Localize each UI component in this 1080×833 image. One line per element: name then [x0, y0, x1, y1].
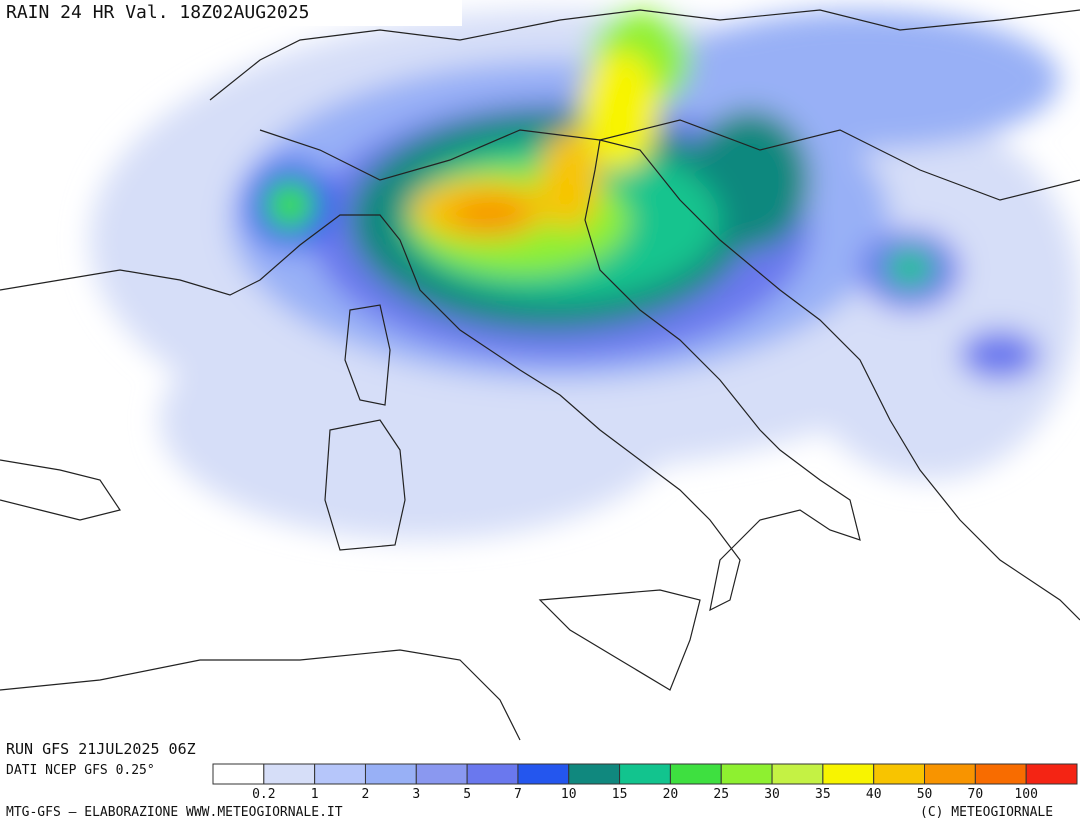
- legend-swatch: [517, 763, 570, 785]
- title-box: [0, 0, 462, 26]
- legend-swatch: [873, 763, 926, 785]
- legend-swatch: [1025, 763, 1078, 785]
- legend-swatch: [568, 763, 621, 785]
- legend-swatch: [924, 763, 976, 785]
- legend-swatch: [974, 763, 1027, 785]
- legend-label: 1: [311, 787, 319, 802]
- legend-swatch: [263, 763, 316, 785]
- legend-label: 40: [866, 787, 882, 802]
- legend-swatch: [466, 763, 519, 785]
- credit: MTG-GFS – ELABORAZIONE WWW.METEOGIORNALE…: [6, 805, 343, 820]
- legend-label: 10: [561, 787, 577, 802]
- legend-label: 20: [663, 787, 679, 802]
- legend-swatch: [415, 763, 468, 785]
- legend-label: 100: [1014, 787, 1037, 802]
- legend-label: 7: [514, 787, 522, 802]
- legend-label: 5: [463, 787, 471, 802]
- title: RAIN 24 HR Val. 18Z02AUG2025: [6, 2, 310, 23]
- legend-label: 50: [917, 787, 933, 802]
- legend-label: 30: [764, 787, 780, 802]
- run-info: RUN GFS 21JUL2025 06Z: [6, 740, 196, 758]
- copyright: (C) METEOGIORNALE: [920, 805, 1054, 820]
- legend-swatch: [619, 763, 671, 785]
- coastlines: [0, 9, 1080, 741]
- legend-label: 15: [612, 787, 628, 802]
- legend-label: 2: [362, 787, 370, 802]
- source: DATI NCEP GFS 0.25°: [6, 763, 155, 778]
- legend-swatch: [720, 763, 773, 785]
- legend-swatch: [669, 763, 722, 785]
- legend-label: 25: [713, 787, 729, 802]
- legend-swatch: [364, 763, 417, 785]
- legend-label: 0.2: [252, 787, 275, 802]
- legend-label: 3: [412, 787, 420, 802]
- precip-field: [90, 10, 1080, 540]
- legend: 0.2 1 2 3 5 7 10 15 20 25 30 35 40 50 70 100: [212, 763, 1078, 802]
- legend-label: 70: [968, 787, 984, 802]
- legend-swatch: [314, 763, 366, 785]
- legend-swatch: [212, 763, 265, 785]
- legend-swatch: [771, 763, 824, 785]
- legend-swatch: [822, 763, 875, 785]
- legend-label: 35: [815, 787, 831, 802]
